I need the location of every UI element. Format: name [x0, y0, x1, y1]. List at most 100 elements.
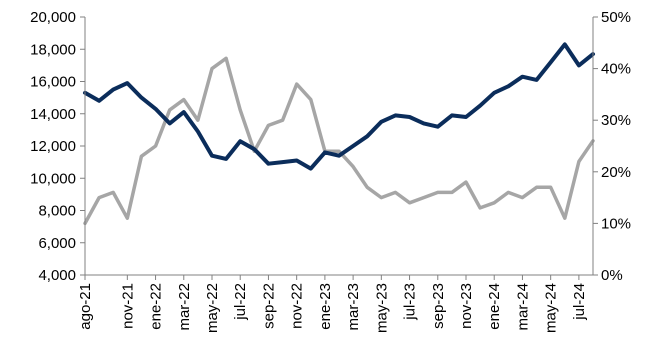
- series-layer: [83, 42, 595, 226]
- gray-series-point: [480, 207, 481, 208]
- x-tick-label: mar-24: [514, 283, 531, 331]
- gray-series-point: [296, 84, 297, 85]
- navy-series-point: [254, 149, 255, 150]
- x-tick-label: nov-23: [458, 283, 475, 329]
- x-tick-label: sep-22: [260, 283, 277, 329]
- right-tick-label: 50%: [601, 9, 631, 26]
- gray-series-point: [212, 68, 213, 69]
- gray-series-point: [169, 109, 170, 110]
- left-tick-label: 6,000: [38, 235, 76, 252]
- navy-series-point: [226, 158, 227, 159]
- navy-series-point: [522, 76, 523, 77]
- x-tick-label: may-22: [204, 283, 221, 333]
- navy-series-point: [296, 160, 297, 161]
- navy-series-point: [367, 136, 368, 137]
- x-tick-label: ene-23: [317, 283, 334, 330]
- gray-series-point: [240, 109, 241, 110]
- gray-series-point: [494, 202, 495, 203]
- navy-series-point: [480, 105, 481, 106]
- gray-series-point: [564, 218, 565, 219]
- gray-series-point: [197, 120, 198, 121]
- navy-series-point: [578, 65, 579, 66]
- left-tick-label: 16,000: [30, 74, 76, 91]
- navy-series-point: [564, 44, 565, 45]
- left-tick-label: 14,000: [30, 106, 76, 123]
- right-axis-ticks: 0% 10% 20% 30% 40% 50%: [593, 9, 631, 284]
- gray-series-point: [353, 166, 354, 167]
- gray-series-point: [466, 182, 467, 183]
- navy-series-point: [99, 100, 100, 101]
- navy-series-point: [240, 141, 241, 142]
- navy-series-point: [339, 155, 340, 156]
- left-tick-label: 4,000: [38, 267, 76, 284]
- navy-series-point: [381, 121, 382, 122]
- navy-series-point: [183, 112, 184, 113]
- x-tick-label: mar-22: [176, 283, 193, 331]
- gray-series-point: [381, 197, 382, 198]
- navy-series-point: [508, 86, 509, 87]
- gray-series-point: [268, 125, 269, 126]
- x-tick-label: ago-21: [77, 283, 94, 330]
- gray-series-point: [183, 99, 184, 100]
- navy-series-point: [127, 83, 128, 84]
- x-tick-label: jul-22: [232, 283, 249, 321]
- left-axis-ticks: 4,000 6,000 8,000 10,000 12,000 14,000 16,000 1…: [30, 9, 85, 284]
- gray-series-point: [155, 146, 156, 147]
- gray-series-point: [282, 120, 283, 121]
- navy-series-point: [395, 115, 396, 116]
- navy-series-point: [536, 79, 537, 80]
- x-tick-label: nov-21: [119, 283, 136, 329]
- gray-series-point: [310, 99, 311, 100]
- gray-series-point: [578, 161, 579, 162]
- x-tick-label: jul-23: [402, 283, 419, 321]
- gray-series-point: [395, 192, 396, 193]
- gray-series-point: [451, 192, 452, 193]
- navy-series-point: [423, 123, 424, 124]
- x-tick-label: sep-23: [430, 283, 447, 329]
- navy-series-point: [324, 152, 325, 153]
- x-axis-ticks: ago-21 nov-21 ene-22 mar-22 may-22 jul-22 sep-…: [77, 275, 588, 333]
- gray-series-point: [508, 192, 509, 193]
- x-tick-label: ene-22: [148, 283, 165, 330]
- gray-series-point: [127, 218, 128, 219]
- gray-series-point: [226, 58, 227, 59]
- x-tick-label: mar-23: [345, 283, 362, 331]
- navy-series-point: [550, 62, 551, 63]
- navy-series-point: [282, 162, 283, 163]
- navy-series-line: [83, 42, 595, 171]
- navy-series-point: [197, 131, 198, 132]
- navy-series-point: [437, 126, 438, 127]
- x-tick-label: may-23: [373, 283, 390, 333]
- gray-series-point: [367, 187, 368, 188]
- gray-series-point: [522, 197, 523, 198]
- navy-series-point: [113, 89, 114, 90]
- gray-series-point: [409, 202, 410, 203]
- right-tick-label: 20%: [601, 164, 631, 181]
- navy-series-point: [212, 155, 213, 156]
- navy-series-point: [169, 123, 170, 124]
- navy-series-point: [451, 115, 452, 116]
- navy-series-point: [494, 92, 495, 93]
- navy-series-point: [155, 108, 156, 109]
- gray-series-point: [423, 197, 424, 198]
- gray-series-point: [141, 156, 142, 157]
- gray-series-line: [83, 56, 595, 226]
- right-tick-label: 10%: [601, 215, 631, 232]
- gray-series-point: [437, 192, 438, 193]
- navy-series-point: [466, 117, 467, 118]
- x-tick-label: jul-24: [571, 283, 588, 321]
- gray-series-point: [339, 151, 340, 152]
- navy-series-point: [353, 146, 354, 147]
- gray-series-point: [113, 192, 114, 193]
- left-tick-label: 12,000: [30, 138, 76, 155]
- navy-series-point: [409, 117, 410, 118]
- gray-series-point: [550, 187, 551, 188]
- x-tick-label: nov-22: [289, 283, 306, 329]
- gray-series-point: [536, 187, 537, 188]
- x-tick-label: ene-24: [486, 283, 503, 330]
- gray-series-point: [99, 197, 100, 198]
- left-tick-label: 20,000: [30, 9, 76, 26]
- x-tick-label: may-24: [543, 283, 560, 333]
- navy-series-point: [268, 163, 269, 164]
